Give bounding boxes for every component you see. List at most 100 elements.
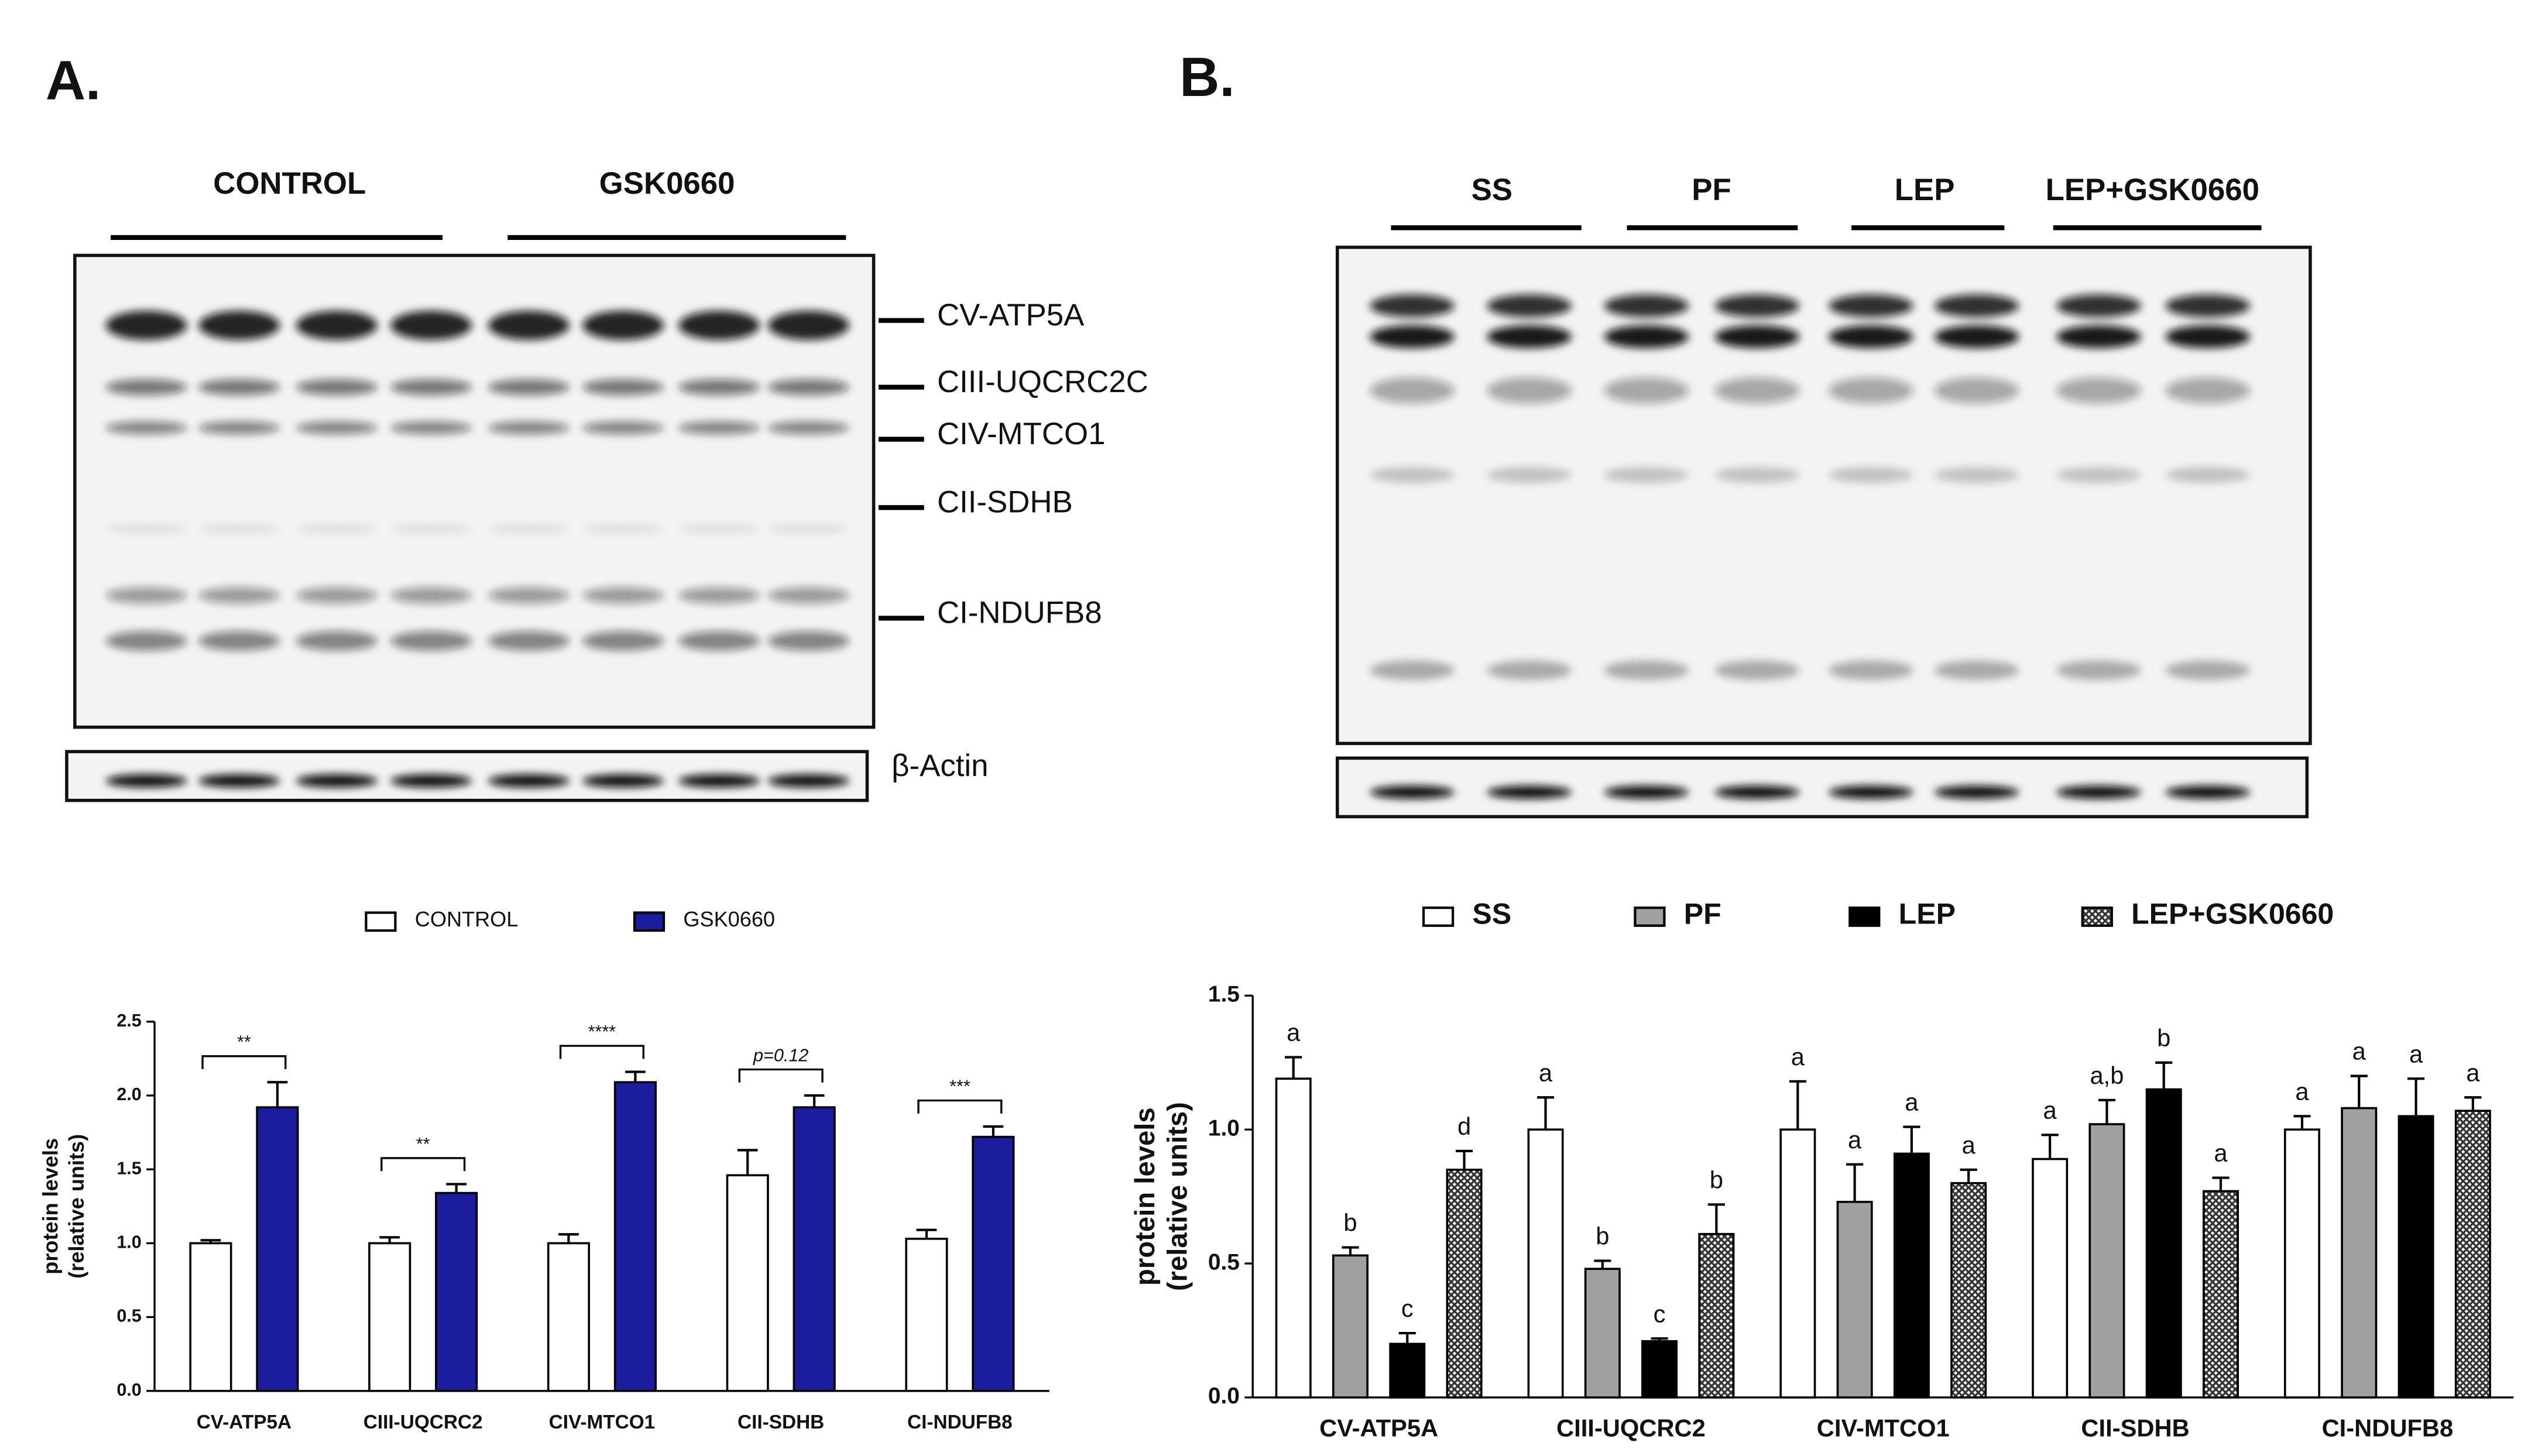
bar bbox=[1641, 1340, 1678, 1399]
blot-band bbox=[488, 631, 570, 651]
significance-letter: a bbox=[1962, 1131, 1976, 1159]
y-tick-label: 1.5 bbox=[1208, 982, 1240, 1007]
blot-band bbox=[2165, 466, 2251, 483]
significance-letter: c bbox=[1401, 1294, 1414, 1322]
significance-label: ** bbox=[237, 1032, 251, 1052]
blot-band bbox=[198, 631, 280, 651]
actin-band bbox=[1487, 785, 1572, 799]
blot-band bbox=[1604, 466, 1689, 483]
blot-band bbox=[296, 587, 378, 604]
group-label: PF bbox=[1692, 173, 1731, 207]
significance-letter: b bbox=[1710, 1166, 1723, 1193]
significance-letter: a bbox=[1848, 1126, 1862, 1153]
blot-band bbox=[105, 421, 187, 435]
blot-band bbox=[1714, 325, 1800, 348]
blot-band bbox=[105, 587, 187, 604]
blot-band bbox=[678, 525, 760, 533]
protein-label: CV-ATP5A bbox=[937, 298, 1085, 332]
x-tick-label: CIII-UQCRC2 bbox=[1556, 1414, 1706, 1442]
actin-band bbox=[488, 774, 570, 788]
blot-band bbox=[1604, 325, 1689, 348]
actin-band bbox=[2165, 785, 2251, 799]
legend-label: CONTROL bbox=[415, 907, 519, 931]
bar bbox=[1332, 1254, 1369, 1399]
legend-swatch bbox=[633, 911, 666, 932]
blot-band bbox=[1487, 660, 1572, 680]
significance-letter: a bbox=[2214, 1139, 2228, 1167]
significance-bracket bbox=[380, 1157, 466, 1172]
blot-band bbox=[1370, 377, 1455, 404]
group-label: GSK0660 bbox=[599, 166, 735, 201]
significance-bracket bbox=[917, 1099, 1003, 1114]
blot-band bbox=[767, 587, 849, 604]
bar bbox=[2203, 1190, 2239, 1399]
x-tick-label: CV-ATP5A bbox=[1319, 1414, 1438, 1442]
bar bbox=[1950, 1182, 1987, 1399]
loading-control-label: β-Actin bbox=[891, 748, 988, 783]
legend-swatch bbox=[1634, 906, 1666, 927]
blot-band bbox=[767, 379, 849, 396]
blot-band bbox=[488, 310, 570, 340]
y-axis-label: protein levels bbox=[38, 1138, 62, 1275]
blot-band bbox=[2165, 294, 2251, 318]
blot-band bbox=[678, 310, 760, 340]
blot-band bbox=[1829, 660, 1913, 680]
blot-band bbox=[2056, 294, 2141, 318]
bar bbox=[2032, 1158, 2069, 1399]
blot-band bbox=[488, 587, 570, 604]
bar bbox=[2283, 1128, 2320, 1399]
significance-letter: a bbox=[2352, 1038, 2366, 1065]
blot-band bbox=[105, 379, 187, 396]
significance-label: ** bbox=[416, 1134, 430, 1154]
blot-band bbox=[1934, 325, 2019, 348]
y-tick-label: 2.0 bbox=[116, 1084, 141, 1104]
blot-band bbox=[582, 525, 664, 533]
blot-band bbox=[678, 421, 760, 435]
blot-band bbox=[198, 421, 280, 435]
significance-letter: a bbox=[2295, 1077, 2309, 1105]
significance-bracket bbox=[201, 1055, 287, 1070]
actin-band bbox=[1604, 785, 1689, 799]
actin-band bbox=[390, 774, 472, 788]
actin-band bbox=[198, 774, 280, 788]
blot-band bbox=[1370, 660, 1455, 680]
y-axis-label: protein levels bbox=[1130, 1107, 1161, 1286]
actin-band bbox=[1829, 785, 1913, 799]
significance-letter: b bbox=[1343, 1209, 1357, 1237]
panel-label: A. bbox=[46, 50, 101, 112]
actin-band bbox=[582, 774, 664, 788]
blot-band bbox=[582, 421, 664, 435]
blot-band bbox=[1487, 466, 1572, 483]
blot-band bbox=[296, 525, 378, 533]
actin-bands bbox=[1370, 785, 2251, 799]
bar bbox=[1527, 1128, 1564, 1399]
y-tick-label: 0.0 bbox=[1208, 1383, 1240, 1409]
protein-label: CIII-UQCRC2C bbox=[937, 365, 1148, 399]
blot-band bbox=[1829, 466, 1913, 483]
blot-band bbox=[1370, 466, 1455, 483]
blot-band bbox=[1714, 466, 1800, 483]
blot-band bbox=[2165, 325, 2251, 348]
y-tick-label: 1.0 bbox=[1208, 1115, 1240, 1141]
protein-label: CII-SDHB bbox=[937, 485, 1073, 520]
group-label: LEP+GSK0660 bbox=[2046, 173, 2259, 207]
x-tick-label: CII-SDHB bbox=[738, 1412, 824, 1433]
panel-label: B. bbox=[1179, 46, 1234, 108]
significance-letter: a bbox=[1791, 1043, 1805, 1070]
blot-band bbox=[296, 421, 378, 435]
x-tick-label: CIV-MTCO1 bbox=[1817, 1414, 1950, 1442]
legend-label: LEP bbox=[1899, 897, 1956, 930]
bar bbox=[905, 1238, 948, 1392]
significance-letter: a,b bbox=[2090, 1062, 2124, 1089]
blot-band bbox=[198, 525, 280, 533]
blot-band bbox=[1934, 660, 2019, 680]
significance-label: **** bbox=[588, 1022, 616, 1042]
blot-band bbox=[198, 587, 280, 604]
actin-band bbox=[2056, 785, 2141, 799]
significance-label: *** bbox=[949, 1076, 970, 1096]
group-label: CONTROL bbox=[213, 166, 366, 201]
blot-band bbox=[105, 631, 187, 651]
blot-band bbox=[1934, 377, 2019, 404]
